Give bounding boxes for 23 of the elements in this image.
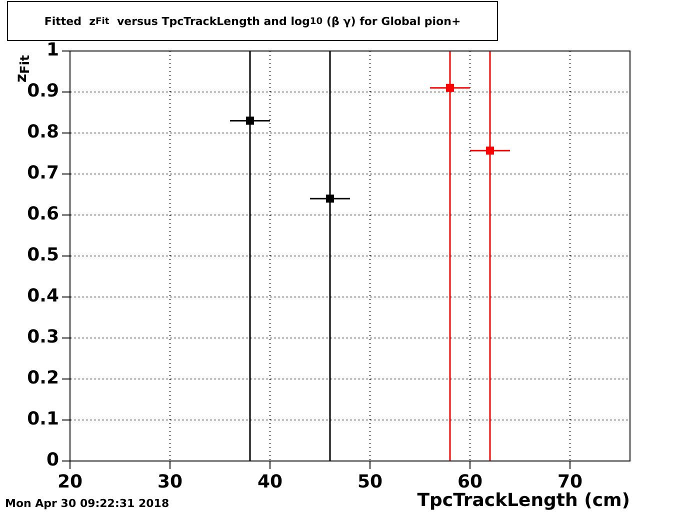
y-tick-label: 0.2 [27, 368, 59, 389]
x-tick-label: 50 [357, 471, 383, 492]
x-tick-label: 20 [57, 471, 83, 492]
y-tick-label: 0.1 [27, 408, 59, 430]
y-tick-label: 0 [46, 450, 59, 471]
y-tick-label: 0.6 [27, 204, 59, 225]
point [486, 146, 494, 155]
x-tick-label: 60 [457, 471, 483, 492]
point [446, 84, 454, 92]
y-tick-label: 0.4 [27, 286, 59, 307]
point [246, 116, 254, 125]
y-tick-label: 0.7 [27, 162, 59, 184]
x-axis-title: TpcTrackLength (cm) [417, 490, 630, 511]
y-tick-label: 0.9 [27, 80, 59, 102]
y-tick-label: 0.3 [27, 326, 59, 348]
point [326, 194, 334, 203]
text: Mon Apr 30 09:22:31 2018 [5, 497, 170, 510]
x-tick-label: 40 [257, 471, 283, 492]
x-tick-label: 70 [557, 471, 583, 492]
y-tick-label: 0.8 [27, 122, 59, 143]
y-tick-label: 1 [46, 40, 59, 61]
x-tick-label: 30 [157, 471, 183, 492]
y-tick-label: 0.5 [27, 244, 59, 266]
